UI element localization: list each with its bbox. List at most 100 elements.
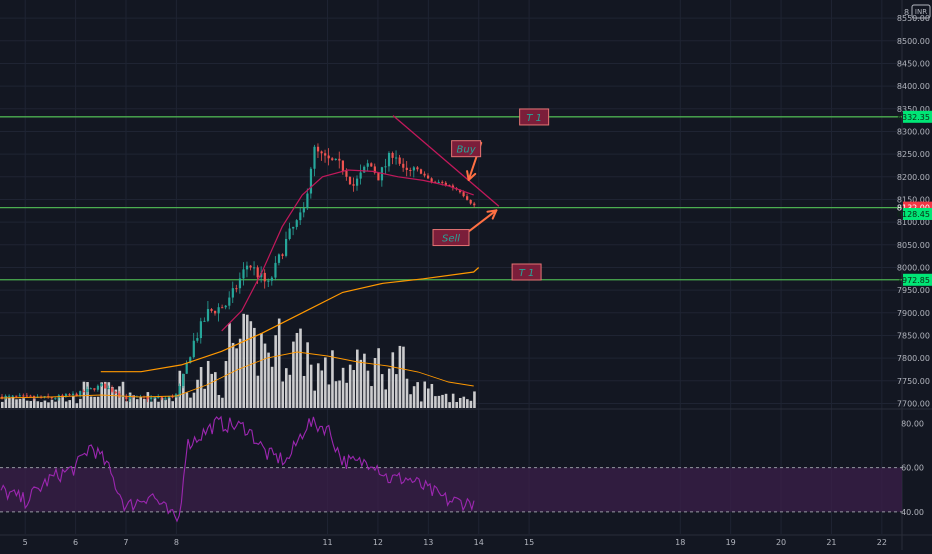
ma-slow-line: [100, 267, 480, 373]
volume-bar: [416, 382, 419, 408]
volume-bar: [434, 396, 437, 408]
price-levels: [0, 116, 902, 281]
volume-bar: [235, 348, 238, 408]
candle: [242, 269, 245, 279]
top-badges: INR 8: [904, 4, 931, 19]
volume-bar: [54, 401, 57, 408]
volume-bar: [260, 333, 263, 408]
volume-bar: [295, 332, 299, 408]
volume-bar: [423, 381, 427, 408]
y-tick-label: 7950.00: [897, 286, 930, 295]
candle: [75, 393, 78, 397]
candle: [324, 153, 327, 156]
candle: [231, 288, 234, 298]
candle: [146, 397, 149, 400]
volume-bar: [135, 399, 139, 408]
candle: [189, 357, 192, 364]
candle: [313, 146, 316, 169]
rsi-line-path: [0, 415, 475, 523]
volume-bar: [157, 401, 160, 408]
candle: [398, 157, 401, 164]
volume-bar: [114, 389, 118, 408]
candle: [331, 158, 334, 160]
candle: [373, 166, 376, 173]
volume-bar: [395, 374, 398, 408]
volume-bar: [231, 342, 235, 408]
candle: [270, 277, 273, 281]
currency-badge[interactable]: INR: [915, 8, 927, 16]
candle: [366, 163, 369, 167]
volume-bar: [153, 397, 157, 408]
y-tick-label: 7700.00: [897, 399, 930, 408]
volume-bar: [185, 392, 189, 408]
candle: [210, 309, 213, 311]
candle: [238, 278, 242, 289]
candle: [224, 305, 227, 308]
volume-bar: [79, 398, 82, 408]
candle: [395, 157, 398, 159]
volume-bar: [341, 367, 345, 408]
price-tag-label: 8128.45: [897, 210, 930, 219]
y-tick-label: 7900.00: [897, 309, 930, 318]
candle: [196, 338, 199, 341]
candle: [206, 309, 210, 321]
price-tag-label: 8332.35: [897, 113, 930, 122]
candle: [359, 172, 362, 179]
volume-bars: [1, 313, 476, 408]
volume-ma-line: [0, 351, 474, 399]
volume-bar: [419, 401, 423, 408]
candle: [263, 272, 266, 282]
volume-bar: [398, 345, 402, 408]
candle: [345, 170, 348, 177]
y-tick-label: 7800.00: [897, 354, 930, 363]
candle: [185, 363, 188, 374]
candle: [118, 393, 121, 396]
volume-bar: [462, 396, 466, 408]
candle: [61, 395, 64, 397]
volume-bar: [441, 394, 444, 408]
y-tick-label: 8400.00: [897, 82, 930, 91]
volume-bar: [256, 375, 260, 408]
volume-bar: [121, 381, 125, 408]
candle: [316, 146, 320, 152]
volume-bar: [89, 396, 93, 408]
volume-bar: [412, 386, 416, 408]
volume-bar: [263, 343, 267, 408]
volume-bar: [437, 395, 441, 408]
candle: [50, 397, 53, 399]
candle: [377, 172, 380, 181]
annotation-box: [432, 229, 470, 247]
volume-bar: [320, 370, 324, 408]
volume-bar: [221, 397, 224, 408]
arrow-shaft: [465, 209, 498, 235]
x-tick-label: 7: [123, 538, 128, 547]
candle: [441, 181, 444, 183]
volume-bar: [22, 398, 25, 408]
candle: [178, 386, 181, 395]
candle: [192, 340, 195, 358]
x-tick-label: 21: [826, 538, 836, 547]
candle: [86, 389, 89, 393]
volume-bar: [203, 388, 206, 408]
volume-bar: [267, 352, 270, 408]
x-tick-label: 8: [174, 538, 179, 547]
volume-bar: [466, 399, 469, 408]
currency-badge-box[interactable]: [911, 4, 931, 19]
rsi-tick-label: 60.00: [901, 464, 924, 473]
candle: [352, 184, 355, 186]
candle: [434, 181, 437, 183]
volume-bar: [75, 403, 79, 408]
candle: [11, 395, 14, 397]
candle: [199, 321, 202, 339]
candle: [150, 397, 153, 400]
y-tick-label: 8200.00: [897, 173, 930, 182]
volume-bar: [242, 313, 245, 408]
volume-bar: [348, 364, 352, 408]
volume-bar: [324, 357, 327, 408]
y-axis: 8550.00 8500.00 8450.00 8400.00 8350.00 8300.…: [897, 14, 930, 517]
volume-bar: [391, 352, 395, 408]
